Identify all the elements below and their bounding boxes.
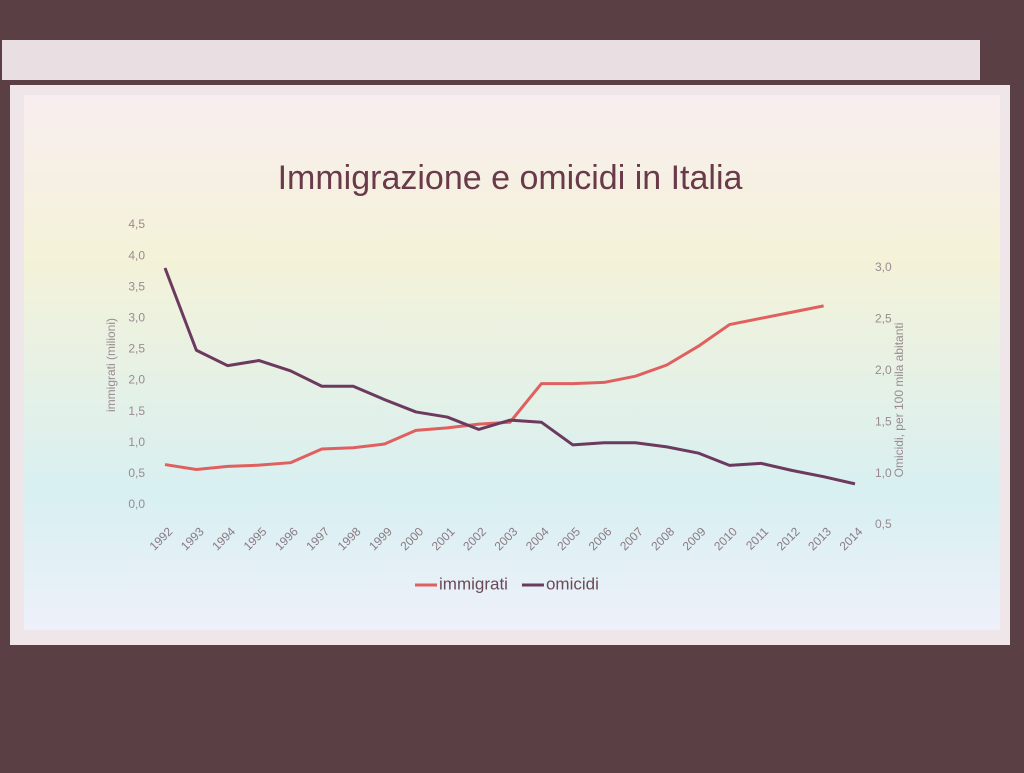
y-tick-label: 1,0 — [128, 435, 145, 449]
legend-label: immigrati — [439, 574, 508, 593]
series-line — [163, 267, 856, 486]
y-tick-label: 1,5 — [128, 404, 145, 418]
y2-axis-label: Omicidi, per 100 mila abitanti — [892, 323, 906, 478]
y2-tick-label: 0,5 — [875, 517, 892, 531]
y-tick-label: 2,5 — [128, 342, 145, 356]
series-line — [164, 304, 824, 472]
y-tick-label: 4,0 — [128, 248, 145, 262]
y-tick-label: 3,0 — [128, 311, 145, 325]
legend-label: omicidi — [546, 574, 599, 593]
screen-case — [2, 40, 980, 80]
y-tick-label: 2,0 — [128, 373, 145, 387]
y-tick-label: 4,5 — [128, 217, 145, 231]
y2-tick-label: 1,5 — [875, 414, 892, 428]
y-tick-label: 0,0 — [128, 497, 145, 511]
y-tick-label: 3,5 — [128, 279, 145, 293]
y2-tick-label: 3,0 — [875, 260, 892, 274]
chart-title: Immigrazione e omicidi in Italia — [278, 159, 743, 197]
y2-tick-label: 2,5 — [875, 312, 892, 326]
y-tick-label: 0,5 — [128, 466, 145, 480]
y2-tick-label: 1,0 — [875, 466, 892, 480]
y-axis-label: immigrati (milioni) — [104, 318, 118, 412]
y2-tick-label: 2,0 — [875, 363, 892, 377]
screen — [24, 95, 1000, 630]
